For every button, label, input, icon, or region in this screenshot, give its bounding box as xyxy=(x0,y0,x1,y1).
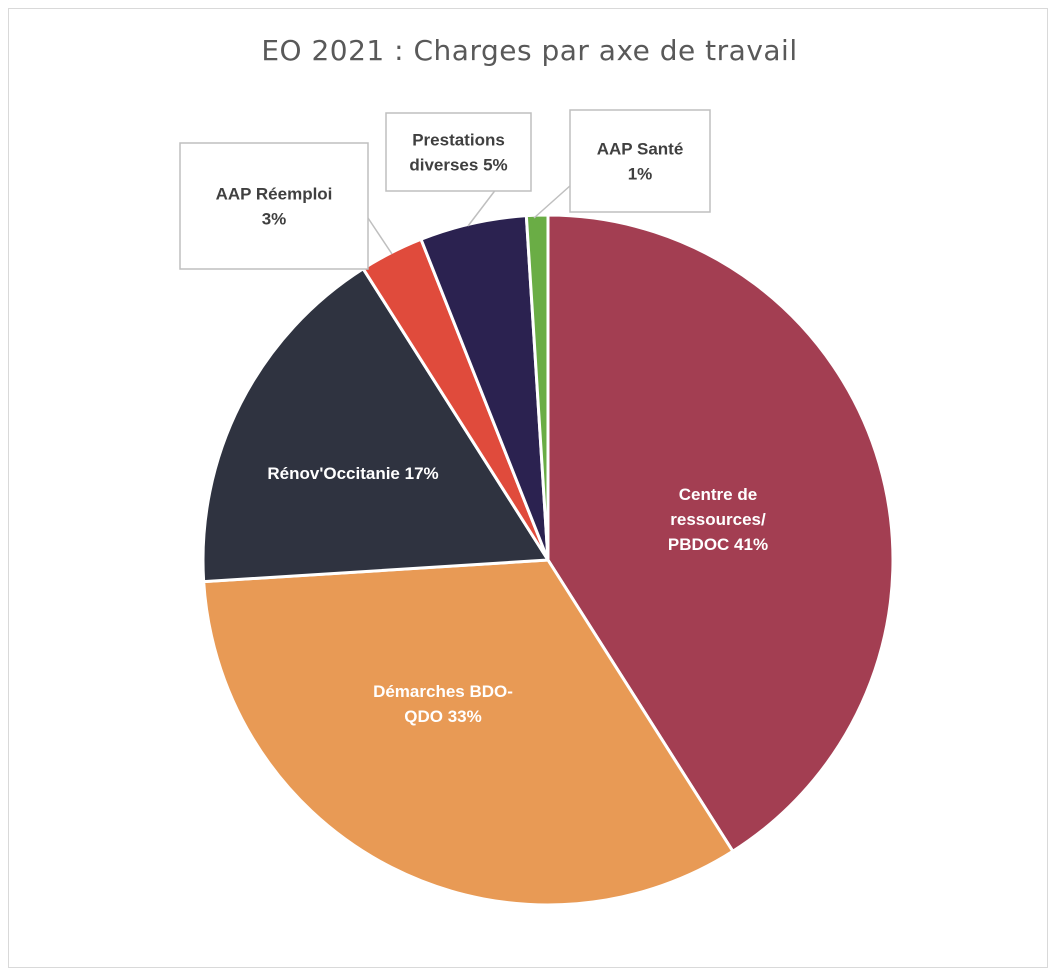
callout-aap-reemploi xyxy=(179,142,393,270)
data-label-centre-de-ressources-pbdoc: ressources/ xyxy=(670,510,766,529)
callout-box xyxy=(385,112,532,192)
data-label-centre-de-ressources-pbdoc: PBDOC 41% xyxy=(668,535,768,554)
pie-slice-centre-de-ressources-pbdoc xyxy=(546,213,895,853)
data-label-aap-reemploi: 3% xyxy=(262,210,287,229)
data-label-renov-occitanie: Rénov'Occitanie 17% xyxy=(267,464,438,483)
pie-slice-renov-occitanie xyxy=(201,267,550,584)
callout-box xyxy=(179,142,369,270)
data-label-aap-reemploi: AAP Réemploi xyxy=(216,185,333,204)
callout-aap-sante xyxy=(533,109,711,219)
callout-leader-line xyxy=(533,184,572,219)
data-label-aap-sante: AAP Santé xyxy=(597,140,684,159)
data-label-demarches-bdo-qdo: QDO 33% xyxy=(404,707,481,726)
callout-box xyxy=(569,109,711,213)
callout-leader-line xyxy=(367,217,393,255)
chart-title: EO 2021 : Charges par axe de travail xyxy=(261,34,798,67)
data-label-prestations-diverses: diverses 5% xyxy=(409,156,507,175)
data-label-prestations-diverses: Prestations xyxy=(412,131,505,150)
callout-prestations-diverses xyxy=(385,112,532,227)
data-label-aap-sante: 1% xyxy=(628,165,653,184)
pie-slice-demarches-bdo-qdo xyxy=(202,558,735,907)
data-label-centre-de-ressources-pbdoc: Centre de xyxy=(679,485,757,504)
data-label-demarches-bdo-qdo: Démarches BDO- xyxy=(373,682,513,701)
